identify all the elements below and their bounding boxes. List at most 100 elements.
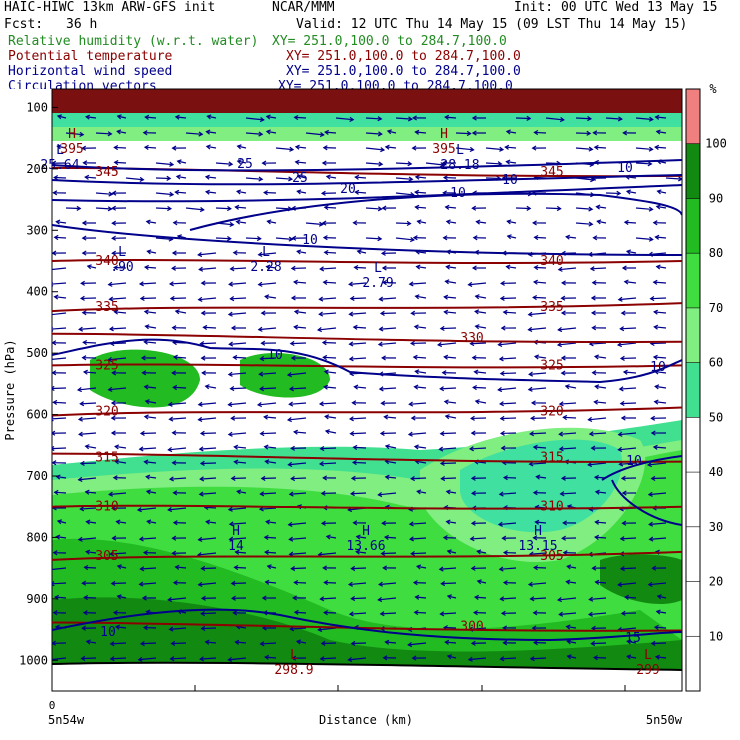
wind-vector xyxy=(176,175,187,179)
wind-speed-label: 10 xyxy=(267,348,283,363)
wind-vector-head xyxy=(445,219,451,225)
wind-vector-head xyxy=(107,131,113,137)
wind-vector-head xyxy=(586,130,592,136)
wind-vector xyxy=(267,220,277,224)
wind-vector-head xyxy=(352,444,358,450)
wind-vector-head xyxy=(648,146,654,152)
wind-vector xyxy=(378,492,397,496)
wind-vector xyxy=(84,596,97,599)
wind-vector-head xyxy=(85,549,91,555)
field-theta-label: Potential temperature xyxy=(8,49,173,64)
wind-vector-head xyxy=(291,655,297,661)
wind-vector-head xyxy=(347,581,353,587)
wind-vector-head xyxy=(379,430,385,436)
wind-vector-head xyxy=(473,594,479,600)
wind-speed-label: 15 xyxy=(625,631,641,646)
wind-vector-head xyxy=(380,250,386,256)
wind-vector xyxy=(380,432,397,435)
wind-vector xyxy=(145,400,157,404)
wind-vector-head xyxy=(234,204,240,210)
x-axis-title: Distance (km) xyxy=(319,713,413,727)
wind-vector-head xyxy=(499,596,505,602)
wind-vector xyxy=(52,357,67,360)
wind-vector-head xyxy=(144,399,150,405)
wind-vector-head xyxy=(382,565,388,571)
wind-vector xyxy=(114,161,127,164)
wind-vector xyxy=(619,462,637,465)
wind-vector-head xyxy=(497,386,503,393)
wind-vector xyxy=(185,132,203,135)
wind-vector xyxy=(649,537,667,540)
wind-vector xyxy=(529,462,547,465)
wind-vector xyxy=(264,536,277,539)
wind-vector xyxy=(528,312,547,316)
wind-vector xyxy=(507,220,517,224)
wind-vector-head xyxy=(532,220,537,226)
wind-vector-head xyxy=(296,249,302,255)
wind-vector-head xyxy=(441,370,447,376)
wind-vector-head xyxy=(167,401,173,407)
wind-vector-head xyxy=(500,325,506,331)
wind-vector xyxy=(230,387,247,390)
wind-vector xyxy=(620,402,637,405)
wind-vector-head xyxy=(414,204,420,210)
wind-vector xyxy=(198,552,217,556)
wind-vector xyxy=(78,537,97,541)
wind-vector xyxy=(378,342,397,346)
wind-vector-head xyxy=(588,146,594,152)
wind-vector-head xyxy=(170,640,176,647)
wind-vector xyxy=(413,356,427,359)
wind-vector-head xyxy=(108,191,114,197)
wind-vector-head xyxy=(146,519,152,525)
wind-vector xyxy=(446,220,457,224)
wind-vector xyxy=(349,582,367,586)
wind-vector-head xyxy=(55,219,61,225)
wind-vector-head xyxy=(83,595,89,601)
wind-vector-head xyxy=(79,506,85,512)
wind-vector-head xyxy=(228,341,234,347)
wind-vector-head xyxy=(206,114,212,120)
wind-vector-head xyxy=(110,400,116,406)
wind-vector-head xyxy=(289,626,295,632)
colorbar-tick-label: 70 xyxy=(709,301,723,315)
wind-vector-head xyxy=(266,564,272,570)
extremum-kind: H xyxy=(362,524,370,539)
wind-vector xyxy=(296,640,307,644)
wind-vector xyxy=(57,115,67,119)
wind-vector-head xyxy=(258,176,264,182)
wind-vector-head xyxy=(415,264,421,270)
wind-vector xyxy=(618,627,637,631)
theta-label: 305 xyxy=(540,549,563,564)
wind-vector xyxy=(57,520,67,524)
theta-label: 315 xyxy=(540,451,563,466)
wind-vector-head xyxy=(533,354,540,360)
wind-vector-head xyxy=(677,176,682,182)
wind-vector-head xyxy=(379,611,385,617)
wind-vector xyxy=(245,132,263,135)
wind-vector xyxy=(468,657,487,661)
wind-vector xyxy=(415,206,427,209)
wind-vector xyxy=(500,417,517,420)
extremum-value: 25.64 xyxy=(40,158,79,173)
wind-vector-head xyxy=(470,520,476,526)
wind-vector-head xyxy=(502,580,508,586)
wind-vector-head xyxy=(256,402,263,408)
wind-vector xyxy=(85,445,97,449)
wind-vector-head xyxy=(626,639,632,645)
wind-vector xyxy=(200,657,217,660)
wind-vector xyxy=(144,415,157,419)
wind-vector-head xyxy=(384,639,390,645)
wind-vector-head xyxy=(140,355,146,361)
wind-vector xyxy=(294,116,307,119)
wind-vector-head xyxy=(52,190,58,196)
wind-vector-head xyxy=(292,279,298,285)
wind-vector-head xyxy=(53,175,59,181)
wind-vector-head xyxy=(318,401,324,407)
wind-vector-head xyxy=(591,370,597,376)
wind-vector-head xyxy=(325,174,331,180)
wind-vector-head xyxy=(443,294,449,300)
wind-vector-head xyxy=(442,235,448,241)
wind-vector-head xyxy=(288,236,294,242)
wind-vector xyxy=(54,491,67,494)
wind-vector xyxy=(52,657,67,661)
